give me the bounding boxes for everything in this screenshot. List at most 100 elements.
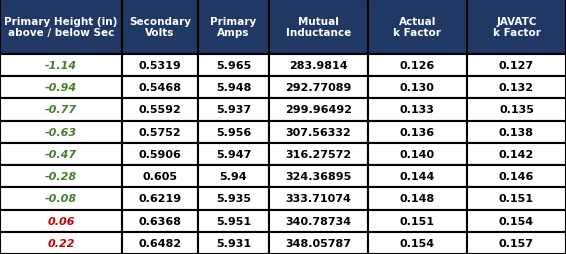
Bar	[368, 232, 467, 254]
Text: -0.08: -0.08	[45, 194, 77, 204]
Text: 0.154: 0.154	[499, 216, 534, 226]
Bar	[467, 121, 566, 143]
Text: Mutual
Inductance: Mutual Inductance	[286, 17, 351, 38]
Text: -0.63: -0.63	[45, 127, 77, 137]
Bar	[0, 77, 122, 99]
Bar	[198, 77, 269, 99]
Bar	[467, 143, 566, 165]
Text: 283.9814: 283.9814	[289, 61, 348, 71]
Bar	[269, 143, 368, 165]
Text: 0.136: 0.136	[400, 127, 435, 137]
Text: 0.6368: 0.6368	[139, 216, 181, 226]
Text: 0.151: 0.151	[499, 194, 534, 204]
Text: 0.138: 0.138	[499, 127, 534, 137]
Bar	[467, 55, 566, 77]
Bar	[269, 121, 368, 143]
Bar	[122, 187, 198, 210]
Text: 0.151: 0.151	[400, 216, 435, 226]
Text: 5.94: 5.94	[220, 171, 247, 181]
Text: 0.135: 0.135	[499, 105, 534, 115]
Text: 0.140: 0.140	[400, 149, 435, 159]
Text: 5.947: 5.947	[216, 149, 251, 159]
Bar	[122, 0, 198, 55]
Bar	[122, 99, 198, 121]
Bar	[198, 165, 269, 187]
Text: 0.5906: 0.5906	[139, 149, 181, 159]
Text: 299.96492: 299.96492	[285, 105, 352, 115]
Text: 333.71074: 333.71074	[285, 194, 351, 204]
Bar	[0, 121, 122, 143]
Bar	[198, 143, 269, 165]
Text: 0.126: 0.126	[400, 61, 435, 71]
Text: 0.133: 0.133	[400, 105, 435, 115]
Bar	[467, 187, 566, 210]
Text: -1.14: -1.14	[45, 61, 77, 71]
Text: 0.5319: 0.5319	[139, 61, 181, 71]
Bar	[0, 99, 122, 121]
Bar	[122, 77, 198, 99]
Bar	[122, 165, 198, 187]
Bar	[467, 210, 566, 232]
Text: 0.142: 0.142	[499, 149, 534, 159]
Bar	[198, 232, 269, 254]
Bar	[467, 232, 566, 254]
Text: -0.47: -0.47	[45, 149, 77, 159]
Text: 0.5468: 0.5468	[139, 83, 181, 93]
Bar	[368, 99, 467, 121]
Text: 0.6482: 0.6482	[138, 238, 182, 248]
Text: 0.144: 0.144	[400, 171, 435, 181]
Text: Secondary
Volts: Secondary Volts	[129, 17, 191, 38]
Bar	[0, 143, 122, 165]
Bar	[368, 210, 467, 232]
Text: -0.94: -0.94	[45, 83, 77, 93]
Bar	[368, 121, 467, 143]
Bar	[467, 99, 566, 121]
Bar	[0, 55, 122, 77]
Bar	[467, 77, 566, 99]
Bar	[198, 0, 269, 55]
Text: Primary
Amps: Primary Amps	[211, 17, 256, 38]
Bar	[467, 165, 566, 187]
Bar	[122, 210, 198, 232]
Text: 324.36895: 324.36895	[285, 171, 351, 181]
Bar	[368, 77, 467, 99]
Text: -0.28: -0.28	[45, 171, 77, 181]
Text: Primary Height (in)
above / below Sec: Primary Height (in) above / below Sec	[4, 17, 118, 38]
Text: 5.951: 5.951	[216, 216, 251, 226]
Bar	[467, 0, 566, 55]
Bar	[0, 187, 122, 210]
Text: 0.22: 0.22	[47, 238, 75, 248]
Bar	[368, 55, 467, 77]
Bar	[0, 232, 122, 254]
Text: 0.06: 0.06	[47, 216, 75, 226]
Text: 0.5592: 0.5592	[139, 105, 181, 115]
Bar	[198, 55, 269, 77]
Bar	[0, 0, 122, 55]
Bar	[0, 165, 122, 187]
Text: 5.931: 5.931	[216, 238, 251, 248]
Text: 0.146: 0.146	[499, 171, 534, 181]
Bar	[368, 143, 467, 165]
Bar	[122, 143, 198, 165]
Text: 0.148: 0.148	[400, 194, 435, 204]
Bar	[269, 0, 368, 55]
Text: 0.127: 0.127	[499, 61, 534, 71]
Text: -0.77: -0.77	[45, 105, 77, 115]
Bar	[269, 165, 368, 187]
Text: 0.130: 0.130	[400, 83, 435, 93]
Text: 5.956: 5.956	[216, 127, 251, 137]
Text: Actual
k Factor: Actual k Factor	[393, 17, 441, 38]
Text: 5.937: 5.937	[216, 105, 251, 115]
Bar	[269, 187, 368, 210]
Bar	[269, 99, 368, 121]
Bar	[368, 187, 467, 210]
Text: 5.935: 5.935	[216, 194, 251, 204]
Text: 0.6219: 0.6219	[138, 194, 182, 204]
Bar	[368, 0, 467, 55]
Bar	[122, 232, 198, 254]
Bar	[198, 210, 269, 232]
Text: 316.27572: 316.27572	[285, 149, 351, 159]
Text: 307.56332: 307.56332	[285, 127, 351, 137]
Bar	[269, 232, 368, 254]
Text: 292.77089: 292.77089	[285, 83, 351, 93]
